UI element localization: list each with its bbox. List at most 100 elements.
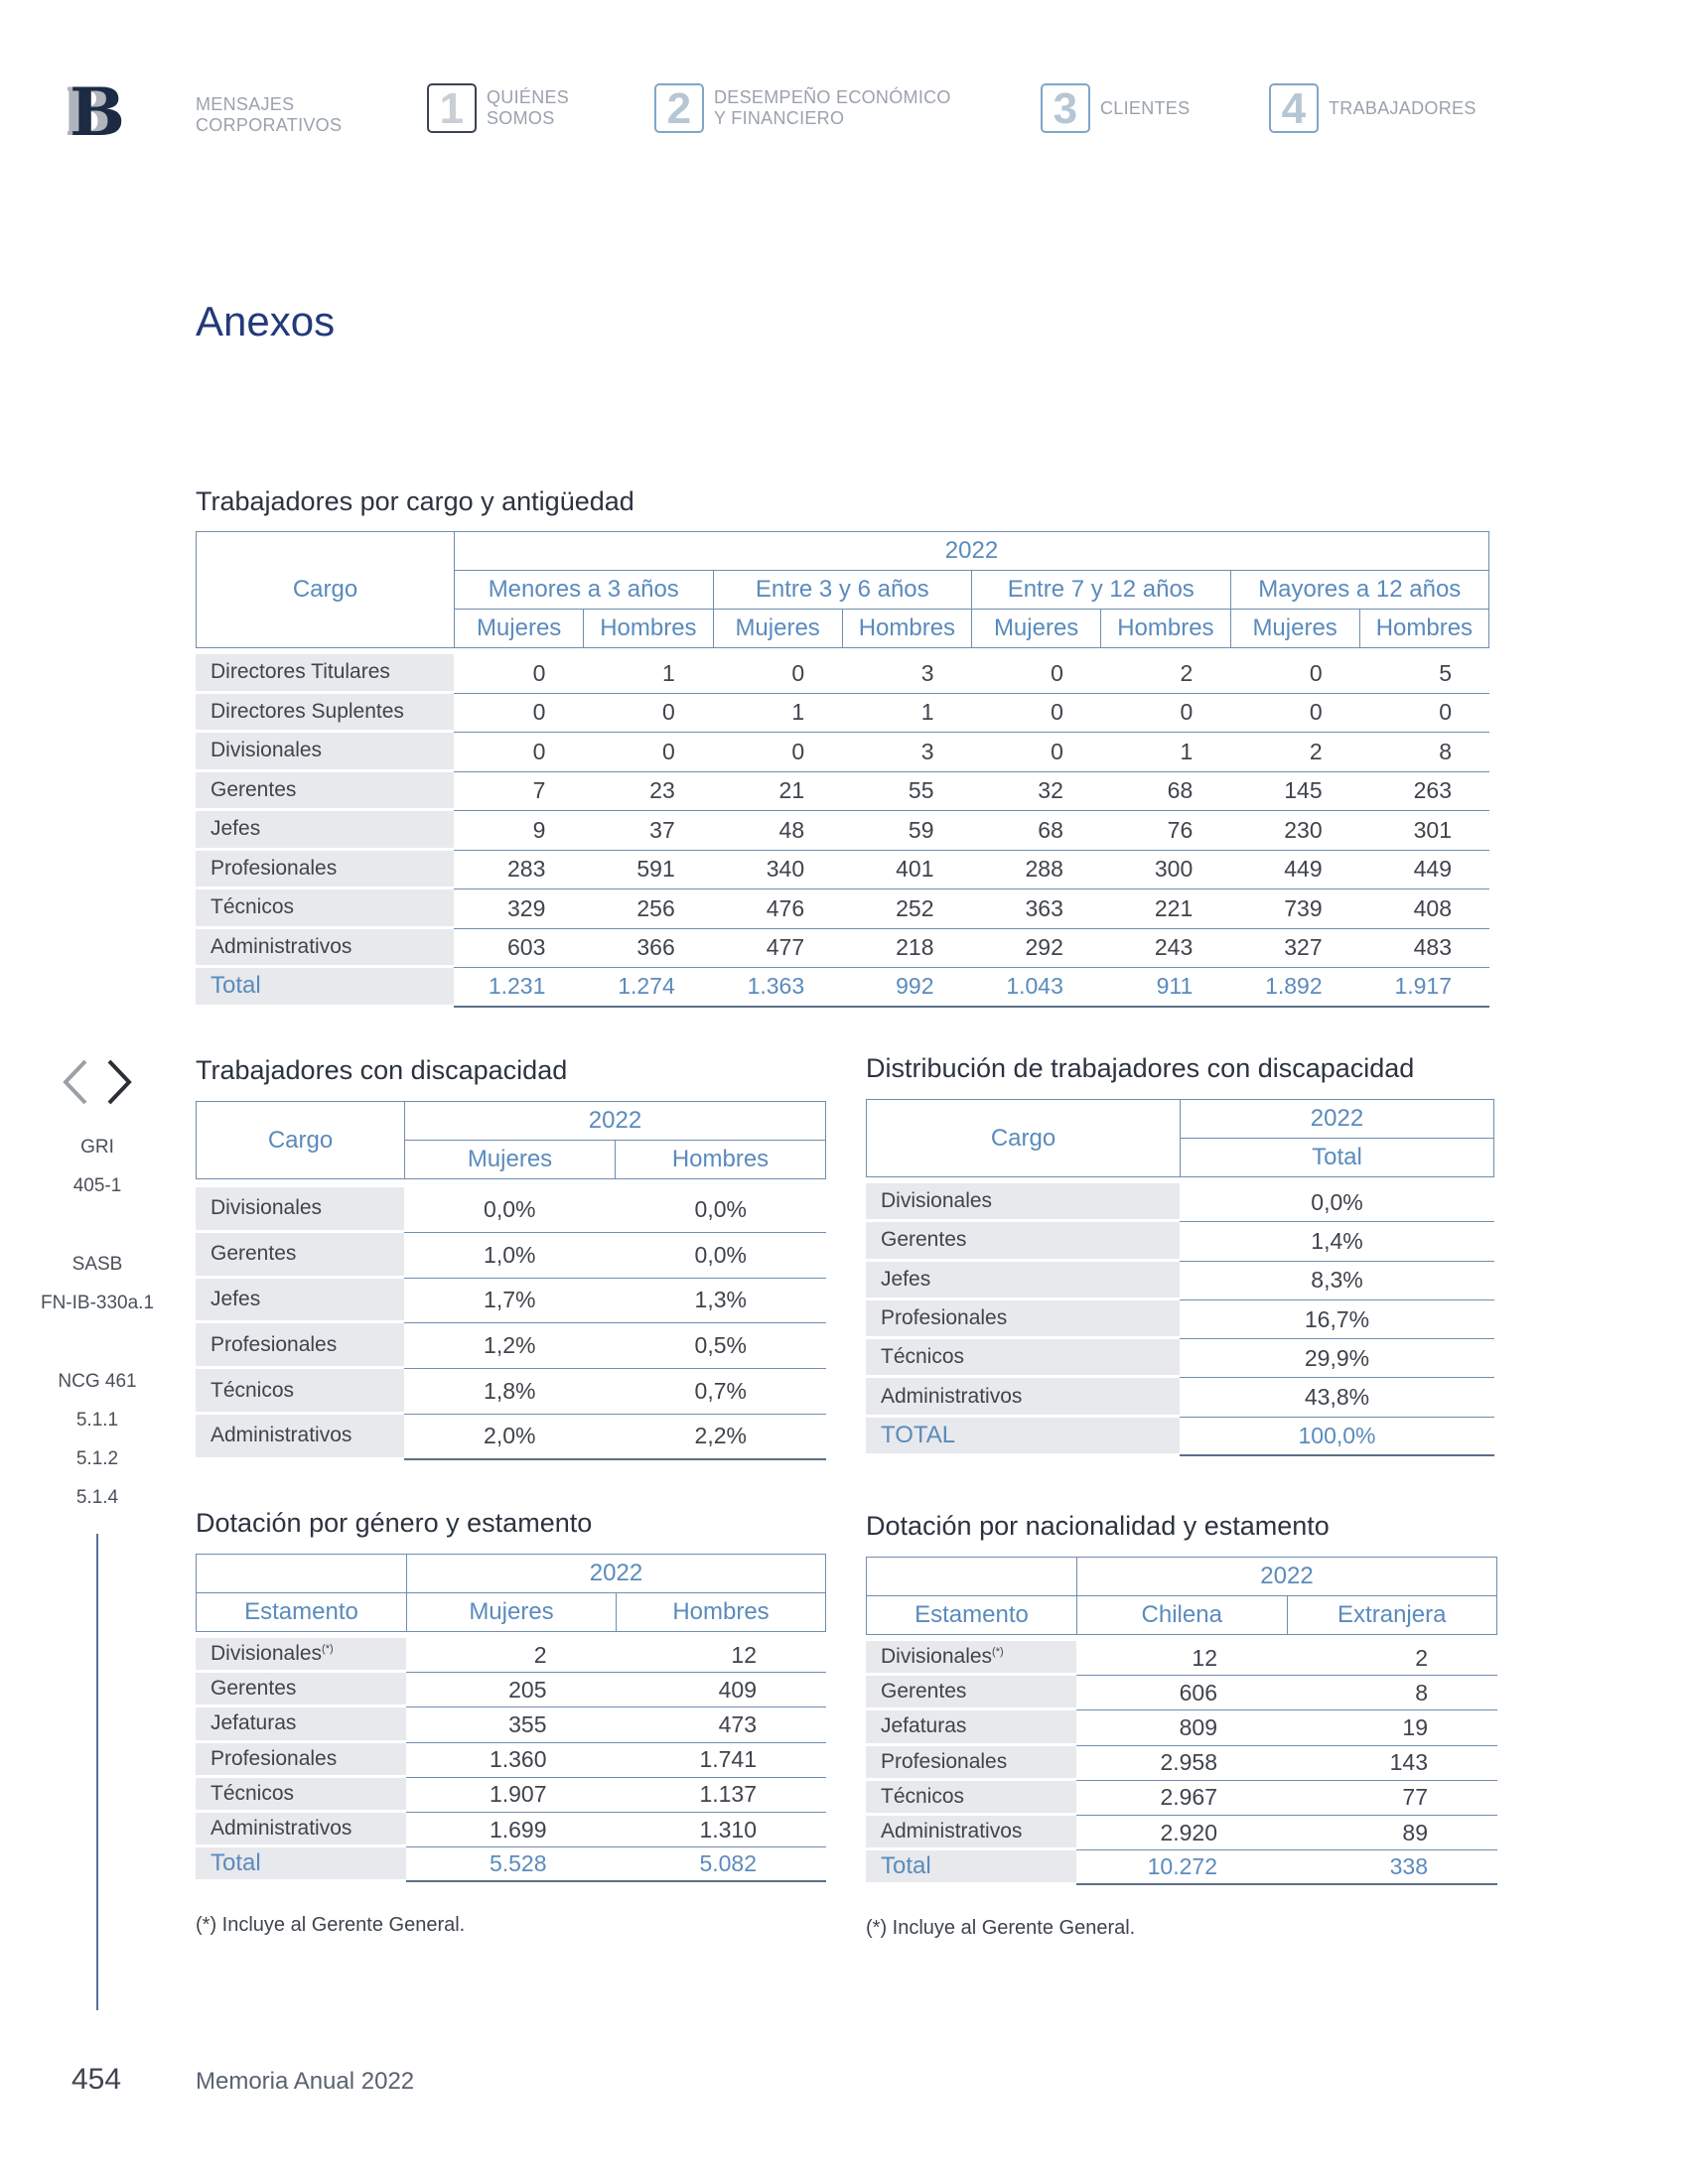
row-label: Administrativos: [196, 928, 454, 968]
row-label-text: Técnicos: [881, 1784, 965, 1808]
table-row: Técnicos 29,9%: [866, 1339, 1494, 1379]
row-label-text: Gerentes: [881, 1228, 967, 1252]
table-body: Divisionales(*) 12 2 Gerentes 606 8 Jefaturas 8…: [866, 1641, 1497, 1886]
table-row: Divisionales 0,0%: [866, 1183, 1494, 1223]
table-cell: 1.274: [583, 968, 713, 1008]
table-cell: 0: [1359, 694, 1489, 733]
chevron-left-icon[interactable]: [60, 1057, 91, 1116]
table-cell: 32: [971, 772, 1101, 811]
col-header-hombres: Hombres: [584, 610, 714, 648]
col-header-cargo: Cargo: [197, 1102, 405, 1179]
chevron-right-icon[interactable]: [103, 1057, 135, 1116]
row-label-text: Técnicos: [211, 1781, 295, 1805]
svg-text:B: B: [70, 77, 125, 145]
table-cell: 1.699: [406, 1813, 617, 1848]
table-cell: 809: [1076, 1710, 1287, 1746]
row-label: Gerentes: [196, 771, 454, 811]
table-row: Divisionales(*) 12 2: [866, 1641, 1497, 1677]
col-group-header: Entre 3 y 6 años: [713, 571, 972, 610]
nav-clientes[interactable]: 3 CLIENTES: [1041, 83, 1190, 133]
nav-number: 2: [654, 83, 704, 133]
row-label-text: Divisionales: [881, 1645, 993, 1669]
table-cell: 23: [583, 772, 713, 811]
row-label: Total: [866, 1850, 1076, 1886]
nav-label: CLIENTES: [1100, 97, 1191, 118]
row-label-text: Administrativos: [881, 1384, 1023, 1408]
table-cell: 1,4%: [1180, 1222, 1494, 1262]
table-cell: 0: [583, 694, 713, 733]
table-cell: 0: [971, 654, 1101, 694]
row-label-text: Profesionales: [881, 1749, 1008, 1773]
table-cell: 3: [842, 654, 972, 694]
col-header-mujeres: Mujeres: [972, 610, 1102, 648]
table-cell: 408: [1359, 889, 1489, 929]
table-header: Cargo 2022 Total: [866, 1099, 1494, 1177]
table-row: Jefes 8,3%: [866, 1261, 1494, 1300]
col-header-mujeres: Mujeres: [713, 610, 843, 648]
row-label-text: Jefaturas: [211, 1711, 297, 1735]
row-label-text: Profesionales: [211, 1746, 338, 1770]
nav-trabajadores[interactable]: 4 TRABAJADORES: [1269, 83, 1477, 133]
row-label: Divisionales: [196, 733, 454, 772]
row-label-text: Gerentes: [881, 1680, 967, 1704]
table-distribucion-discapacidad: Cargo 2022 Total Divisionales 0,0% Gerente…: [866, 1099, 1494, 1457]
col-header-estamento: Estamento: [867, 1596, 1077, 1635]
table-cell: 7: [454, 772, 584, 811]
table-cell: 0,0%: [615, 1233, 826, 1279]
table-row: Gerentes 1,0% 0,0%: [196, 1232, 826, 1279]
side-rail-line: [96, 1534, 98, 2010]
table-body: Directores Titulares 0 1 0 3 0 2 0 5 Directores S…: [196, 654, 1489, 1008]
table-genero-estamento: 2022 Estamento Mujeres Hombres Divisiona…: [196, 1554, 826, 1883]
table-cell: 0: [583, 733, 713, 772]
row-label: Profesionales: [866, 1299, 1180, 1340]
table-cell: 283: [454, 851, 584, 889]
table-cell: 10.272: [1076, 1850, 1287, 1886]
table-row: Jefaturas 355 473: [196, 1707, 826, 1743]
document-title: Memoria Anual 2022: [196, 2068, 415, 2095]
nav-mensajes-corporativos[interactable]: MENSAJES CORPORATIVOS: [196, 94, 342, 136]
col-group-header: Menores a 3 años: [455, 571, 714, 610]
nav-quienes-somos[interactable]: 1 QUIÉNES SOMOS: [427, 83, 569, 133]
svg-text:B: B: [68, 77, 115, 145]
row-label-text: Divisionales: [211, 1642, 323, 1666]
col-header-mujeres: Mujeres: [407, 1593, 617, 1632]
table-cell: 473: [616, 1707, 826, 1743]
row-label-text: Técnicos: [211, 895, 295, 919]
side-ref: 405-1: [72, 1175, 122, 1196]
table-row: Divisionales 0 0 0 3 0 1 2 8: [196, 733, 1489, 772]
table-cell: 68: [1100, 772, 1231, 811]
row-label-text: Directores Titulares: [211, 660, 390, 684]
col-header-total: Total: [1181, 1139, 1494, 1177]
row-label-text: Divisionales: [211, 739, 323, 762]
table-cell: 992: [842, 968, 972, 1008]
table-cell: 1.363: [712, 968, 843, 1008]
table-row: Gerentes 606 8: [866, 1676, 1497, 1711]
table-cell: 292: [971, 929, 1101, 968]
page-title: Anexos: [196, 298, 336, 344]
nav-label: QUIÉNES SOMOS: [487, 87, 570, 128]
table-cell: 143: [1287, 1746, 1497, 1781]
table-cell: 252: [842, 889, 972, 929]
side-ref: NCG 461: [58, 1371, 137, 1392]
table-row: Jefes 1,7% 1,3%: [196, 1278, 826, 1324]
table-cell: 0: [971, 694, 1101, 733]
table-cell: 449: [1359, 851, 1489, 889]
row-label: Jefes: [196, 1278, 404, 1324]
table-cell: 301: [1359, 811, 1489, 851]
table-row: Profesionales 1.360 1.741: [196, 1742, 826, 1778]
table-cell: 401: [842, 851, 972, 889]
table-cell: 0: [712, 733, 843, 772]
table-cell: 0,0%: [404, 1187, 616, 1233]
table-cell: 1,8%: [404, 1369, 616, 1415]
col-header-year: 2022: [455, 532, 1489, 571]
row-label: Gerentes: [196, 1232, 404, 1279]
table-nacionalidad-estamento: 2022 Estamento Chilena Extranjera Divisi…: [866, 1557, 1497, 1886]
footnote: (*) Incluye al Gerente General.: [866, 1917, 1136, 1939]
row-label: Divisionales: [866, 1183, 1180, 1223]
table-row: Gerentes 205 409: [196, 1673, 826, 1708]
table-cell: 0,0%: [1180, 1183, 1494, 1223]
row-label-text: Directores Suplentes: [211, 699, 404, 723]
table-cell: 12: [616, 1638, 826, 1674]
col-header-mujeres: Mujeres: [405, 1141, 616, 1179]
nav-desempeno[interactable]: 2 DESEMPEÑO ECONÓMICO Y FINANCIERO: [654, 83, 951, 133]
